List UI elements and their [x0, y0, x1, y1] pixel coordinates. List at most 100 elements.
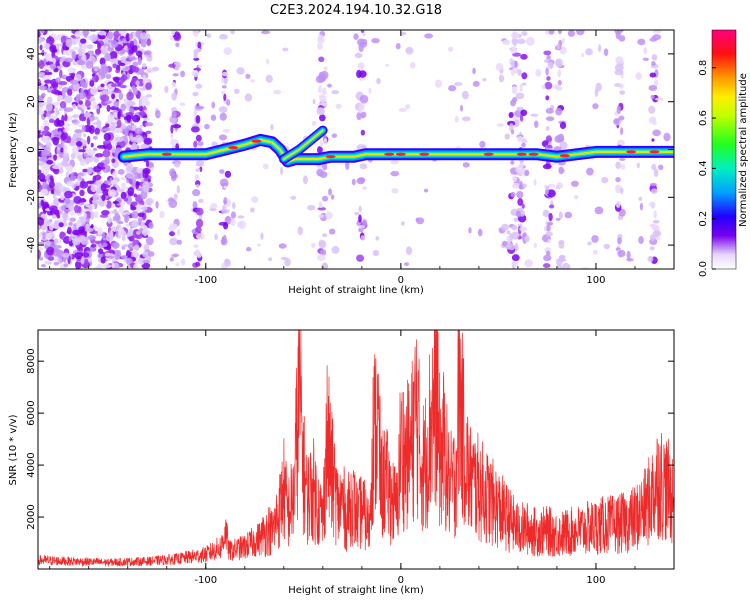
- noise-speck: [221, 209, 230, 214]
- noise-speck: [233, 88, 240, 94]
- noise-speck: [328, 228, 336, 235]
- noise-speck: [113, 77, 120, 83]
- noise-speck: [375, 236, 380, 241]
- noise-speck: [51, 82, 58, 90]
- noise-speck: [256, 243, 261, 247]
- noise-speck: [197, 141, 204, 146]
- noise-speck: [400, 31, 407, 36]
- noise-speck: [586, 167, 594, 176]
- noise-speck: [112, 241, 120, 249]
- noise-speck: [317, 36, 325, 44]
- noise-speck: [61, 212, 69, 220]
- noise-speck: [101, 46, 106, 55]
- noise-speck: [67, 226, 72, 235]
- snr-xlabel: Height of straight line (km): [288, 585, 424, 596]
- noise-speck: [358, 106, 363, 114]
- noise-speck: [53, 238, 58, 246]
- noise-speck: [284, 258, 291, 267]
- noise-speck: [173, 193, 178, 200]
- noise-speck: [87, 235, 97, 241]
- noise-speck: [581, 52, 585, 58]
- noise-speck: [587, 241, 592, 246]
- noise-speck: [116, 119, 122, 128]
- noise-speck: [524, 259, 534, 268]
- noise-speck: [512, 182, 521, 189]
- noise-speck: [546, 76, 551, 81]
- noise-speck: [62, 252, 70, 258]
- noise-speck: [180, 70, 186, 78]
- noise-speck: [140, 190, 148, 200]
- noise-speck: [59, 231, 65, 239]
- noise-speck: [56, 214, 61, 219]
- noise-speck: [93, 211, 99, 219]
- noise-speck: [45, 232, 53, 240]
- noise-speck: [121, 234, 126, 242]
- noise-speck: [94, 240, 102, 245]
- noise-speck: [75, 260, 82, 269]
- noise-speck: [99, 90, 109, 96]
- noise-speck: [534, 120, 539, 129]
- noise-speck: [87, 53, 91, 58]
- noise-speck: [110, 40, 119, 48]
- noise-speck: [45, 103, 53, 112]
- noise-speck: [118, 62, 126, 67]
- noise-speck: [103, 127, 112, 131]
- noise-speck: [321, 195, 329, 202]
- snr-line: [38, 330, 674, 568]
- noise-speck: [140, 206, 148, 211]
- noise-speck: [171, 81, 177, 88]
- noise-speck: [482, 77, 487, 82]
- noise-speck: [132, 87, 138, 96]
- noise-speck: [45, 43, 51, 50]
- noise-speck: [93, 165, 102, 173]
- noise-speck: [353, 33, 359, 40]
- noise-speck: [193, 49, 199, 55]
- noise-speck: [652, 30, 662, 34]
- noise-speck: [318, 204, 324, 209]
- noise-speck: [107, 255, 115, 259]
- noise-speck: [498, 74, 505, 83]
- noise-speck: [65, 203, 70, 208]
- noise-speck: [79, 118, 87, 122]
- noise-speck: [127, 186, 135, 196]
- noise-speck: [139, 32, 149, 40]
- noise-speck: [561, 262, 571, 269]
- noise-speck: [357, 177, 366, 183]
- noise-speck: [125, 213, 129, 221]
- noise-speck: [576, 30, 585, 36]
- noise-speck: [570, 180, 579, 187]
- noise-speck: [510, 99, 517, 107]
- spectrogram-ytick-label: 20: [26, 95, 37, 108]
- noise-speck: [221, 90, 226, 95]
- noise-speck: [90, 184, 98, 193]
- noise-speck: [511, 225, 518, 231]
- noise-speck: [40, 188, 49, 196]
- noise-speck: [542, 209, 550, 218]
- noise-speck: [169, 223, 178, 230]
- noise-speck: [87, 50, 95, 55]
- noise-speck: [521, 142, 526, 148]
- noise-speck: [516, 38, 526, 45]
- noise-speck: [43, 125, 50, 132]
- noise-speck: [38, 60, 45, 69]
- noise-speck: [147, 178, 151, 183]
- noise-speck: [559, 121, 567, 130]
- noise-speck: [544, 81, 553, 90]
- noise-speck: [461, 90, 469, 100]
- noise-speck: [97, 201, 105, 205]
- noise-speck: [67, 88, 73, 97]
- noise-speck: [145, 82, 153, 90]
- noise-speck: [356, 254, 365, 262]
- noise-speck: [75, 140, 83, 147]
- noise-speck: [591, 234, 599, 243]
- noise-speck: [51, 137, 60, 142]
- noise-speck: [146, 69, 152, 73]
- noise-speck: [102, 242, 108, 248]
- noise-speck: [38, 249, 41, 259]
- noise-speck: [501, 223, 509, 231]
- noise-speck: [520, 53, 528, 60]
- noise-speck: [545, 95, 550, 101]
- noise-speck: [146, 38, 152, 46]
- noise-speck: [117, 169, 125, 175]
- noise-speck: [318, 56, 325, 63]
